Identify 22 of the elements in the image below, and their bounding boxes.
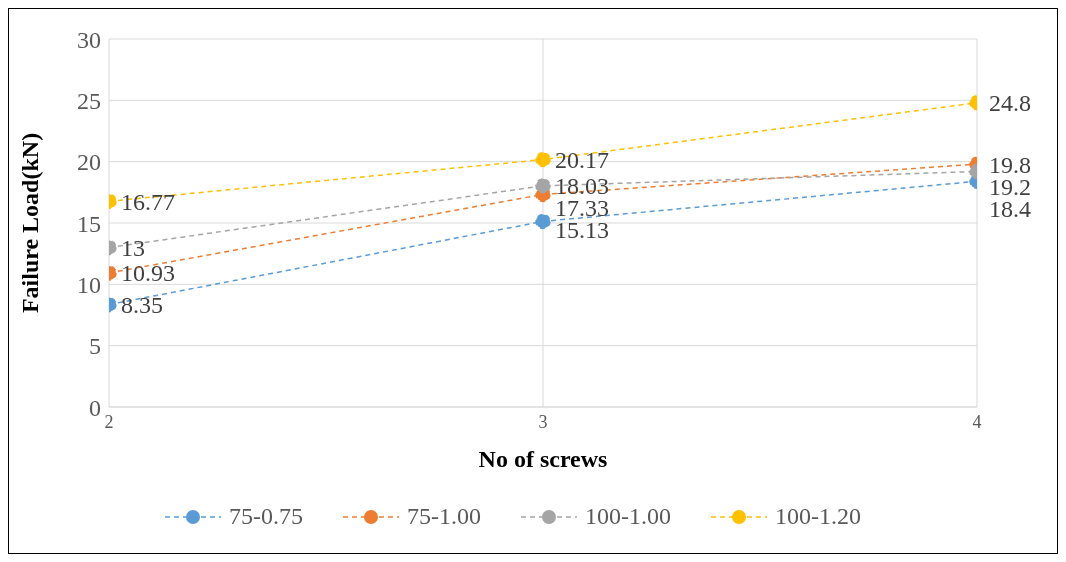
legend-label: 75-1.00 bbox=[407, 503, 481, 530]
y-tick-label: 5 bbox=[89, 333, 101, 360]
x-tick-label: 4 bbox=[972, 411, 982, 432]
legend-label: 100-1.00 bbox=[585, 503, 671, 530]
data-label: 10.93 bbox=[121, 260, 175, 287]
data-label: 13 bbox=[121, 234, 145, 261]
y-tick-label: 30 bbox=[77, 26, 101, 53]
x-axis-title: No of screws bbox=[478, 446, 608, 472]
legend-label: 75-0.75 bbox=[229, 503, 303, 530]
y-axis-title: Failure Load(kN) bbox=[16, 132, 43, 314]
y-tick-label: 0 bbox=[89, 394, 101, 421]
x-tick-label: 3 bbox=[538, 411, 548, 432]
y-tick-label: 15 bbox=[77, 210, 101, 237]
legend-label: 100-1.20 bbox=[775, 503, 861, 530]
y-tick-label: 20 bbox=[77, 149, 101, 176]
data-label: 24.8 bbox=[989, 90, 1031, 117]
data-label: 8.35 bbox=[121, 291, 163, 318]
data-label: 16.77 bbox=[121, 188, 175, 215]
data-label: 20.17 bbox=[555, 146, 609, 173]
x-tick-label: 2 bbox=[104, 411, 114, 432]
y-tick-label: 10 bbox=[77, 271, 101, 298]
y-tick-label: 25 bbox=[77, 87, 101, 114]
